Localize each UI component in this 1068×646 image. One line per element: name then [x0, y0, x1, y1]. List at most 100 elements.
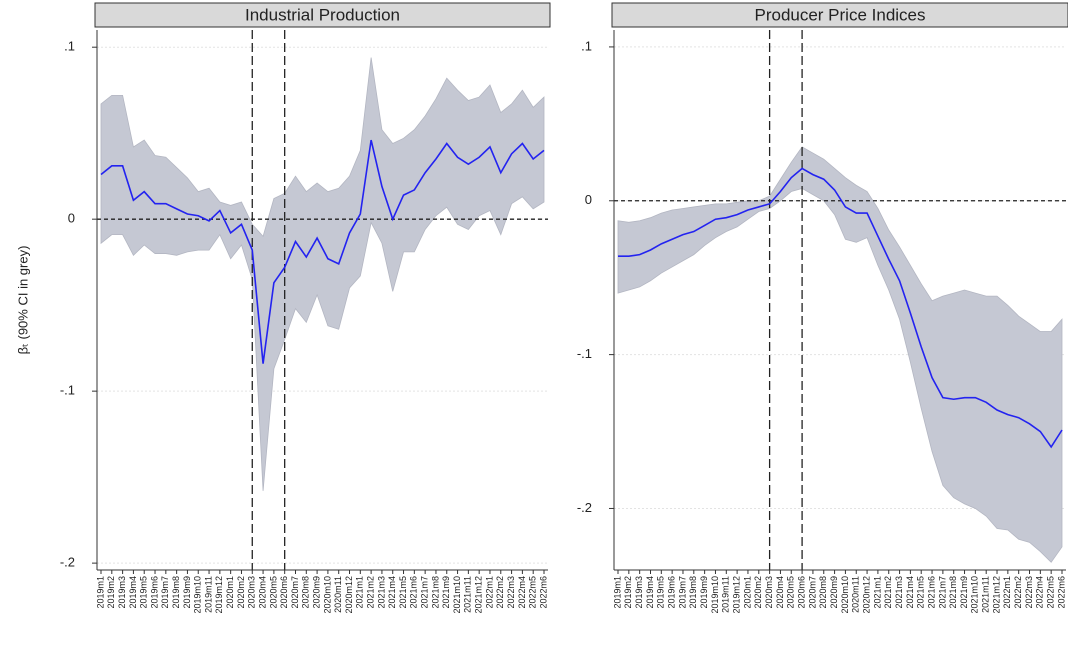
x-tick-label: 2020m2: [753, 576, 763, 609]
x-tick-label: 2022m5: [528, 576, 538, 609]
x-tick-label: 2019m4: [645, 576, 655, 609]
x-tick-label: 2020m6: [796, 576, 806, 609]
x-tick-label: 2019m5: [139, 576, 149, 609]
x-tick-label: 2021m9: [441, 576, 451, 609]
x-tick-label: 2021m4: [905, 576, 915, 609]
x-tick-label: 2020m4: [775, 576, 785, 609]
y-tick-label: .1: [64, 39, 75, 54]
x-tick-label: 2021m3: [376, 576, 386, 609]
y-tick-label: .1: [581, 38, 592, 53]
x-tick-label: 2021m10: [970, 576, 980, 614]
x-tick-label: 2021m5: [398, 576, 408, 609]
x-tick-label: 2022m1: [1002, 576, 1012, 609]
x-tick-label: 2019m1: [95, 576, 105, 609]
x-tick-label: 2021m2: [365, 576, 375, 609]
x-tick-label: 2022m6: [1056, 576, 1066, 609]
x-tick-label: 2021m12: [991, 576, 1001, 614]
x-tick-label: 2020m3: [764, 576, 774, 609]
x-tick-label: 2020m7: [807, 576, 817, 609]
x-tick-label: 2019m8: [171, 576, 181, 609]
x-tick-label: 2019m3: [117, 576, 127, 609]
x-tick-label: 2019m10: [710, 576, 720, 614]
x-tick-label: 2021m6: [926, 576, 936, 609]
x-tick-label: 2021m12: [474, 576, 484, 614]
x-tick-label: 2020m9: [311, 576, 321, 609]
y-tick-label: -.1: [60, 383, 75, 398]
title-box: [94, 2, 551, 28]
x-tick-label: 2021m6: [409, 576, 419, 609]
y-tick-label: -.1: [577, 346, 592, 361]
x-tick-label: 2021m1: [872, 576, 882, 609]
x-tick-label: 2021m11: [463, 576, 473, 613]
x-tick-label: 2021m11: [981, 576, 991, 613]
x-tick-label: 2019m4: [128, 576, 138, 609]
x-tick-label: 2020m12: [861, 576, 871, 614]
x-tick-label: 2019m1: [612, 576, 622, 609]
title-box: [611, 2, 1068, 28]
x-tick-label: 2019m5: [656, 576, 666, 609]
x-tick-label: 2022m3: [1024, 576, 1034, 609]
x-tick-label: 2022m2: [1013, 576, 1023, 609]
x-tick-label: 2019m11: [721, 576, 731, 613]
x-tick-label: 2019m12: [731, 576, 741, 614]
x-tick-label: 2021m8: [948, 576, 958, 609]
x-tick-label: 2020m12: [344, 576, 354, 614]
x-tick-label: 2022m3: [506, 576, 516, 609]
estimate-line: [100, 139, 545, 364]
x-tick-label: 2021m10: [452, 576, 462, 614]
x-tick-label: 2019m8: [688, 576, 698, 609]
x-tick-label: 2022m5: [1046, 576, 1056, 609]
x-tick-label: 2019m2: [106, 576, 116, 609]
x-tick-label: 2021m9: [959, 576, 969, 609]
x-tick-label: 2019m3: [634, 576, 644, 609]
panel-title: Producer Price Indices: [754, 5, 925, 24]
x-tick-label: 2020m2: [236, 576, 246, 609]
x-tick-label: 2020m11: [333, 576, 343, 613]
x-tick-label: 2020m3: [247, 576, 257, 609]
x-tick-label: 2020m5: [268, 576, 278, 609]
y-tick-label: 0: [585, 192, 592, 207]
x-tick-label: 2020m9: [829, 576, 839, 609]
x-tick-label: 2019m7: [677, 576, 687, 609]
x-tick-label: 2020m4: [257, 576, 267, 609]
x-tick-label: 2020m10: [840, 576, 850, 614]
x-tick-label: 2022m6: [538, 576, 548, 609]
ci-band: [100, 57, 545, 491]
y-tick-label: -.2: [60, 555, 75, 570]
ci-band: [617, 146, 1063, 563]
x-tick-label: 2021m7: [937, 576, 947, 609]
x-tick-label: 2021m7: [420, 576, 430, 609]
x-tick-label: 2020m11: [851, 576, 861, 613]
x-tick-label: 2019m11: [203, 576, 213, 613]
x-tick-label: 2022m1: [484, 576, 494, 609]
x-tick-label: 2019m10: [193, 576, 203, 614]
x-tick-label: 2019m9: [182, 576, 192, 609]
x-tick-label: 2020m8: [818, 576, 828, 609]
x-tick-label: 2021m4: [387, 576, 397, 609]
x-tick-label: 2020m1: [742, 576, 752, 609]
x-tick-label: 2019m7: [160, 576, 170, 609]
x-tick-label: 2019m12: [214, 576, 224, 614]
x-tick-label: 2022m4: [1035, 576, 1045, 609]
x-tick-label: 2021m3: [894, 576, 904, 609]
estimate-line: [618, 167, 1063, 449]
x-tick-label: 2019m6: [149, 576, 159, 609]
y-tick-label: 0: [68, 211, 75, 226]
x-tick-label: 2019m2: [623, 576, 633, 609]
x-tick-label: 2020m1: [225, 576, 235, 609]
x-tick-label: 2021m5: [916, 576, 926, 609]
y-tick-label: -.2: [577, 500, 592, 515]
x-tick-label: 2021m1: [355, 576, 365, 609]
x-tick-label: 2020m5: [786, 576, 796, 609]
x-tick-label: 2021m8: [430, 576, 440, 609]
x-tick-label: 2022m4: [517, 576, 527, 609]
x-tick-label: 2020m6: [279, 576, 289, 609]
x-tick-label: 2022m2: [495, 576, 505, 609]
x-tick-label: 2021m2: [883, 576, 893, 609]
panel-title: Industrial Production: [245, 5, 400, 24]
x-tick-label: 2020m10: [322, 576, 332, 614]
x-tick-label: 2019m6: [667, 576, 677, 609]
y-axis-label: βₜ (90% CI in grey): [15, 246, 30, 355]
